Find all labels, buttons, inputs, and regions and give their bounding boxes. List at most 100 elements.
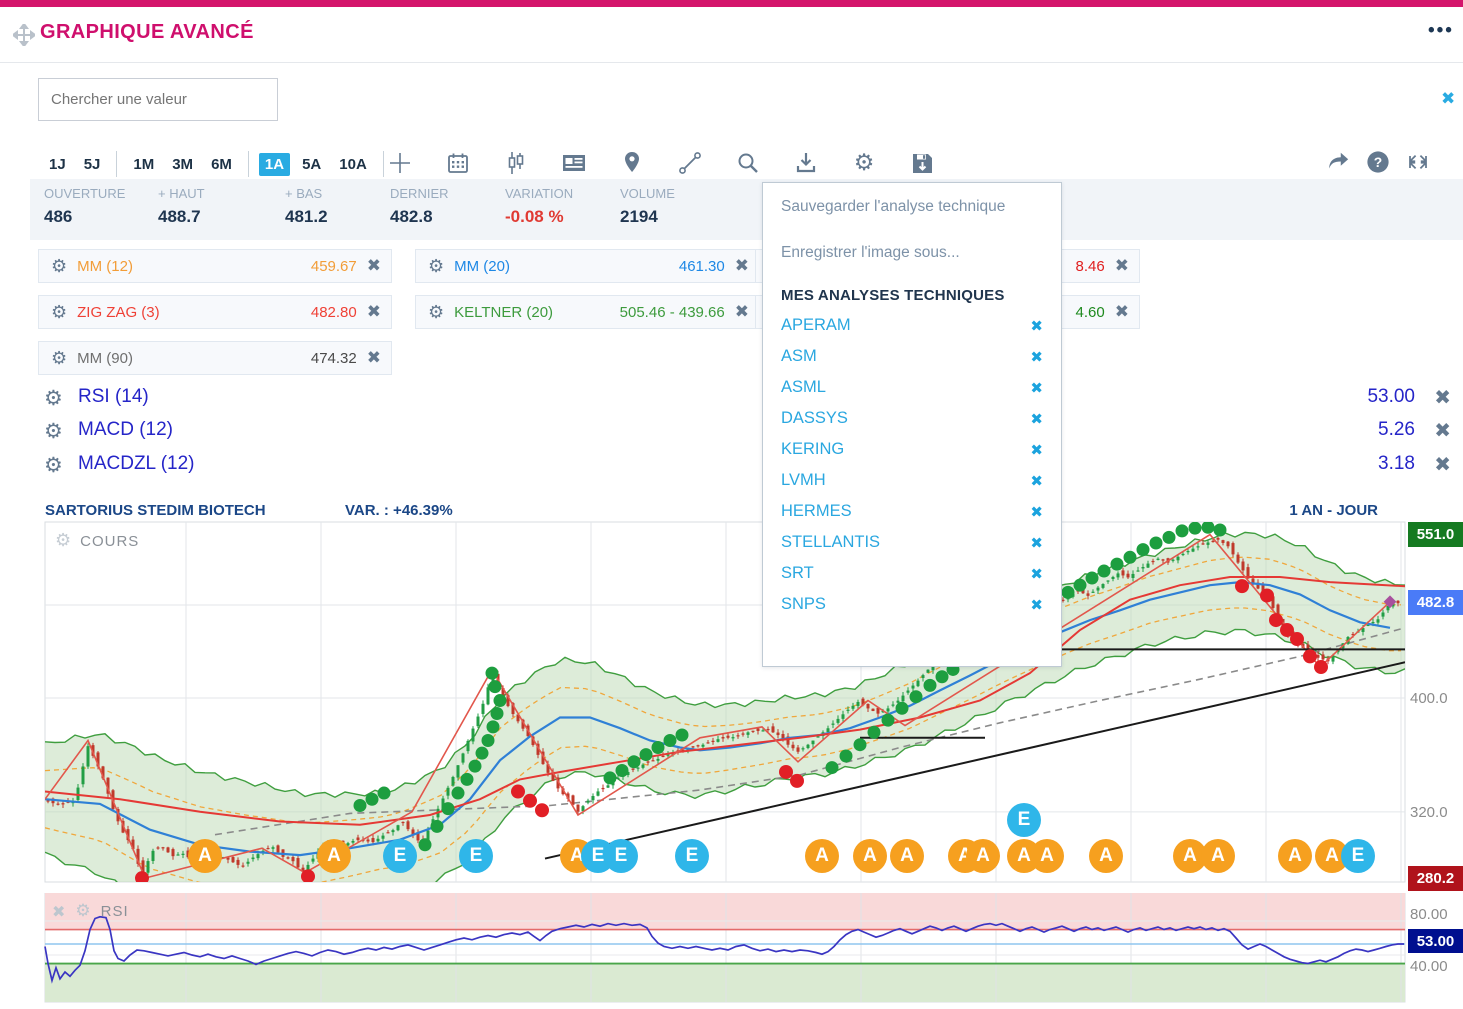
stat-dernier: DERNIER 482.8 [390, 179, 449, 227]
close-icon[interactable]: ✖ [366, 348, 381, 368]
saved-analysis-lvmh[interactable]: LVMH ✖ [763, 465, 1061, 496]
close-icon[interactable]: ✖ [1441, 89, 1456, 109]
signal-marker-a[interactable]: A [1201, 839, 1235, 873]
ticker-label: KERING [781, 440, 845, 458]
pin-icon[interactable] [620, 151, 644, 175]
search-icon[interactable] [736, 151, 760, 175]
gear-icon[interactable]: ⚙ [44, 453, 63, 477]
range-button-10a[interactable]: 10A [339, 155, 367, 173]
gear-icon[interactable]: ⚙ [428, 301, 445, 323]
indicator-row-rsi14: ⚙ RSI (14) 53.00 ✖ [0, 382, 1463, 415]
signal-marker-e[interactable]: E [459, 839, 493, 873]
signal-marker-e[interactable]: E [675, 839, 709, 873]
signal-marker-e[interactable]: E [1341, 839, 1375, 873]
close-icon[interactable]: ✖ [1114, 302, 1129, 322]
delete-icon[interactable]: ✖ [1030, 378, 1043, 397]
close-icon[interactable]: ✖ [366, 256, 381, 276]
saved-analysis-stellantis[interactable]: STELLANTIS ✖ [763, 527, 1061, 558]
range-button-1a[interactable]: 1A [258, 152, 291, 176]
gear-icon[interactable]: ⚙ [51, 301, 68, 323]
delete-icon[interactable]: ✖ [1030, 533, 1043, 552]
price-last-badge: 482.8 [1408, 590, 1463, 615]
gear-icon[interactable]: ⚙ [51, 255, 68, 277]
saved-analysis-srt[interactable]: SRT ✖ [763, 558, 1061, 589]
saved-analysis-snps[interactable]: SNPS ✖ [763, 589, 1061, 620]
gear-icon[interactable]: ⚙ [75, 901, 91, 921]
range-button-1j[interactable]: 1J [49, 155, 66, 173]
stat-haut: + HAUT 488.7 [158, 179, 205, 227]
signal-marker-a[interactable]: A [317, 839, 351, 873]
saved-analysis-aperam[interactable]: APERAM ✖ [763, 310, 1061, 341]
rsi-panel-label: RSI [100, 902, 129, 920]
close-icon[interactable]: ✖ [734, 256, 749, 276]
signal-marker-a[interactable]: A [1278, 839, 1312, 873]
chip-label: MM (20) [454, 257, 510, 275]
ticker-label: SNPS [781, 595, 826, 613]
signal-marker-e[interactable]: E [1007, 803, 1041, 837]
menu-item-save-analysis[interactable]: Sauvegarder l'analyse technique [781, 198, 1006, 215]
delete-icon[interactable]: ✖ [1030, 440, 1043, 459]
fullscreen-icon[interactable] [1406, 150, 1430, 174]
rsi-chart[interactable] [0, 893, 1463, 1003]
search-input[interactable] [38, 78, 278, 121]
chip-value: 461.30 [678, 257, 725, 275]
price-label-400: 400.0 [1410, 690, 1448, 707]
gear-icon[interactable]: ⚙ [853, 150, 875, 176]
candlestick-icon[interactable] [504, 151, 528, 175]
range-button-6m[interactable]: 6M [211, 155, 232, 173]
saved-analysis-asml[interactable]: ASML ✖ [763, 372, 1061, 403]
download-icon[interactable] [794, 151, 818, 175]
signal-marker-a[interactable]: A [1030, 839, 1064, 873]
close-icon[interactable]: ✖ [1114, 256, 1129, 276]
signal-marker-a[interactable]: A [890, 839, 924, 873]
trendline-icon[interactable] [678, 151, 702, 175]
separator [116, 151, 118, 177]
signal-marker-a[interactable]: A [805, 839, 839, 873]
share-icon[interactable] [1326, 150, 1350, 174]
menu-item-save-image[interactable]: Enregistrer l'image sous... [781, 244, 960, 261]
range-button-1m[interactable]: 1M [133, 155, 155, 173]
signal-marker-a[interactable]: A [966, 839, 1000, 873]
signal-marker-e[interactable]: E [383, 839, 417, 873]
close-icon[interactable]: ✖ [1434, 452, 1451, 476]
signal-marker-a[interactable]: A [853, 839, 887, 873]
delete-icon[interactable]: ✖ [1030, 564, 1043, 583]
crosshair-icon[interactable] [388, 151, 412, 175]
saved-analysis-hermes[interactable]: HERMES ✖ [763, 496, 1061, 527]
widget-menu-button[interactable]: ••• [1428, 20, 1454, 41]
move-handle-icon[interactable] [13, 24, 35, 46]
indicator-name: RSI (14) [78, 386, 149, 407]
delete-icon[interactable]: ✖ [1030, 316, 1043, 335]
delete-icon[interactable]: ✖ [1030, 347, 1043, 366]
news-icon[interactable] [562, 151, 586, 175]
gear-icon[interactable]: ⚙ [44, 419, 63, 443]
range-button-3m[interactable]: 3M [172, 155, 194, 173]
signal-marker-e[interactable]: E [604, 839, 638, 873]
stat-volume: VOLUME 2194 [620, 179, 675, 227]
close-icon[interactable]: ✖ [52, 901, 66, 921]
save-icon[interactable] [910, 151, 934, 175]
delete-icon[interactable]: ✖ [1030, 471, 1043, 490]
signal-marker-a[interactable]: A [188, 839, 222, 873]
close-icon[interactable]: ✖ [734, 302, 749, 322]
saved-analysis-asm[interactable]: ASM ✖ [763, 341, 1061, 372]
gear-icon[interactable]: ⚙ [428, 255, 445, 277]
gear-icon[interactable]: ⚙ [44, 386, 63, 410]
range-button-5a[interactable]: 5A [302, 155, 322, 173]
help-icon[interactable]: ? [1366, 150, 1390, 174]
delete-icon[interactable]: ✖ [1030, 595, 1043, 614]
series-gear-icon[interactable]: ⚙ [55, 530, 73, 551]
signal-marker-a[interactable]: A [1315, 839, 1349, 873]
close-icon[interactable]: ✖ [1434, 385, 1451, 409]
close-icon[interactable]: ✖ [366, 302, 381, 322]
range-button-5j[interactable]: 5J [83, 155, 101, 173]
saved-analysis-dassys[interactable]: DASSYS ✖ [763, 403, 1061, 434]
delete-icon[interactable]: ✖ [1030, 502, 1043, 521]
saved-analysis-kering[interactable]: KERING ✖ [763, 434, 1061, 465]
gear-icon[interactable]: ⚙ [51, 347, 68, 369]
close-icon[interactable]: ✖ [1434, 418, 1451, 442]
calendar-icon[interactable] [446, 151, 470, 175]
signal-marker-a[interactable]: A [1089, 839, 1123, 873]
price-chart[interactable] [0, 512, 1463, 893]
delete-icon[interactable]: ✖ [1030, 409, 1043, 428]
